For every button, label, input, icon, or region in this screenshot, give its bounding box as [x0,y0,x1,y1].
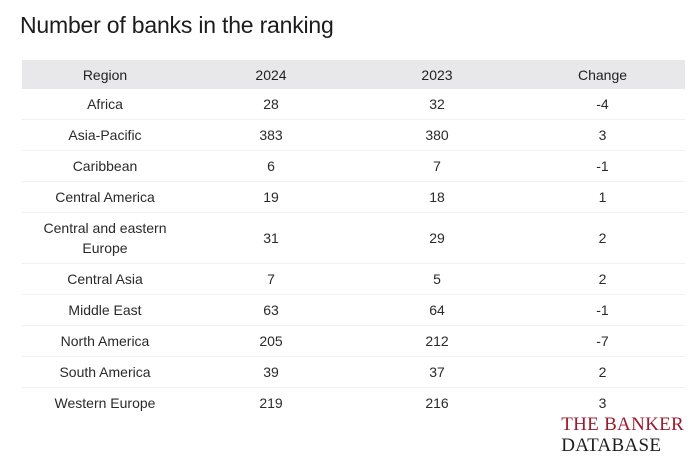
region-cell: Africa [22,89,188,120]
value-2024-cell: 63 [188,294,354,326]
the-banker-database-logo: THE BANKER DATABASE [561,414,684,456]
value-2024-cell: 19 [188,181,354,213]
region-cell: Asia-Pacific [22,119,188,151]
region-cell: Middle East [22,294,188,326]
ranking-table: Region 2024 2023 Change Africa 28 32 -4 … [22,60,685,418]
value-2023-cell: 216 [425,395,449,411]
value-2024-cell: 205 [188,325,354,357]
value-2023-cell: 5 [354,263,520,295]
change-cell: -7 [520,325,685,357]
table-row: Africa 28 32 -4 [22,89,685,120]
change-cell: 3 [598,395,607,411]
value-2024-cell: 39 [188,356,354,388]
table-row: Asia-Pacific 383 380 3 [22,119,685,151]
value-2023-cell: 212 [354,325,520,357]
change-cell: -1 [520,294,685,326]
value-2024-cell: 7 [188,263,354,295]
change-cell: 1 [520,181,685,213]
region-cell: North America [22,325,188,357]
chart-title: Number of banks in the ranking [20,12,334,38]
column-header-region: Region [22,60,188,89]
value-2023-cell: 18 [354,181,520,213]
table-row: Middle East 63 64 -1 [22,294,685,326]
region-cell: Caribbean [22,150,188,182]
value-2024-cell: 383 [188,119,354,151]
value-2024-cell: 219 [259,395,283,411]
value-2023-cell: 32 [354,89,520,120]
region-cell: Central Asia [22,263,188,295]
value-2023-cell: 7 [354,150,520,182]
region-cell: Western Europe [54,395,156,411]
column-header-2023: 2023 [354,60,520,89]
table-row: Western Europe 219 216 3 [22,388,685,419]
change-cell: 2 [520,263,685,295]
region-cell: Central and eastern Europe [22,212,188,264]
change-cell: 3 [520,119,685,151]
value-2023-cell: 64 [354,294,520,326]
value-2024-cell: 6 [188,150,354,182]
table-row: South America 39 37 2 [22,356,685,388]
change-cell: -4 [520,89,685,120]
table-row: Caribbean 6 7 -1 [22,150,685,182]
column-header-2024: 2024 [188,60,354,89]
logo-line-2: DATABASE [561,435,662,456]
value-2023-cell: 380 [354,119,520,151]
table-row: North America 205 212 -7 [22,325,685,357]
region-cell: Central America [22,181,188,213]
change-cell: 2 [520,356,685,388]
table-header-row: Region 2024 2023 Change [22,60,685,89]
change-cell: -1 [520,150,685,182]
value-2024-cell: 28 [188,89,354,120]
change-cell: 2 [520,212,685,264]
value-2024-cell: 31 [188,212,354,264]
logo-line-1: THE BANKER [561,414,684,435]
value-2023-cell: 29 [354,212,520,264]
column-header-change: Change [520,60,685,89]
region-cell: South America [22,356,188,388]
table-row: Central Asia 7 5 2 [22,263,685,295]
table-row: Central America 19 18 1 [22,181,685,213]
value-2023-cell: 37 [354,356,520,388]
table-row: Central and eastern Europe 31 29 2 [22,212,685,264]
